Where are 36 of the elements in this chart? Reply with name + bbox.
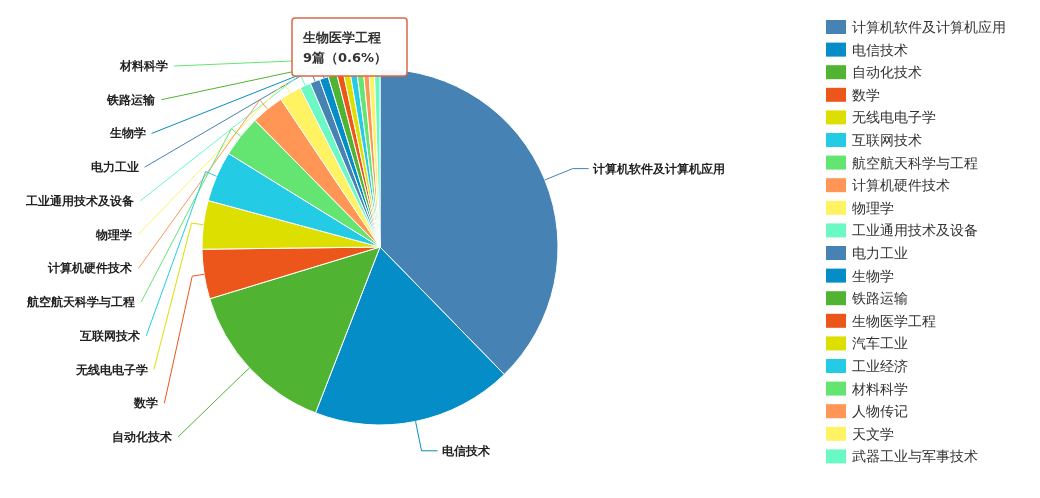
tooltip: 生物医学工程 9篇（0.6%） [291,17,408,77]
slice-label: 互联网技术 [79,328,141,343]
legend-label: 工业通用技术及设备 [852,222,978,239]
legend-label: 物理学 [852,199,894,216]
slice-label: 自动化技术 [112,430,173,444]
legend-label: 计算机软件及计算机应用 [852,19,1006,35]
legend-label: 互联网技术 [852,132,922,148]
slice-label: 无线电电子学 [74,362,148,377]
slice-label: 工业通用技术及设备 [25,193,135,208]
legend-label: 天文学 [852,425,894,442]
legend-label: 工业经济 [852,358,908,374]
slice-label: 电信技术 [441,443,490,458]
legend-label: 武器工业与军事技术 [852,448,978,465]
legend-label: 电力工业 [852,245,908,261]
legend-label: 航空航天科学与工程 [852,154,978,171]
slice-label: 数学 [133,396,159,411]
legend-label: 数学 [852,86,880,103]
legend-label: 计算机硬件技术 [852,177,950,194]
legend-label: 铁路运输 [851,290,908,307]
slice-label: 计算机软件及计算机应用 [591,161,725,176]
slice-label: 生物医学工程 [302,30,381,45]
slice-label: 电力工业 [90,160,139,175]
slice-label: 航空航天科学与工程 [26,295,136,310]
legend-label: 无线电电子学 [852,109,936,126]
slice-label: 材料科学 [119,59,169,73]
legend-label: 自动化技术 [852,64,922,81]
slice-label: 物理学 [95,227,133,242]
legend-label: 生物学 [852,267,894,284]
legend-label: 电信技术 [852,41,908,58]
slice-label: 生物学 [108,126,146,141]
legend-label: 材料科学 [851,380,908,397]
slice-label: 计算机硬件技术 [47,261,133,276]
legend-label: 汽车工业 [852,335,908,352]
legend-label: 生物医学工程 [852,312,936,329]
slice-label: 铁路运输 [106,92,157,107]
legend-label: 人物传记 [852,403,908,420]
